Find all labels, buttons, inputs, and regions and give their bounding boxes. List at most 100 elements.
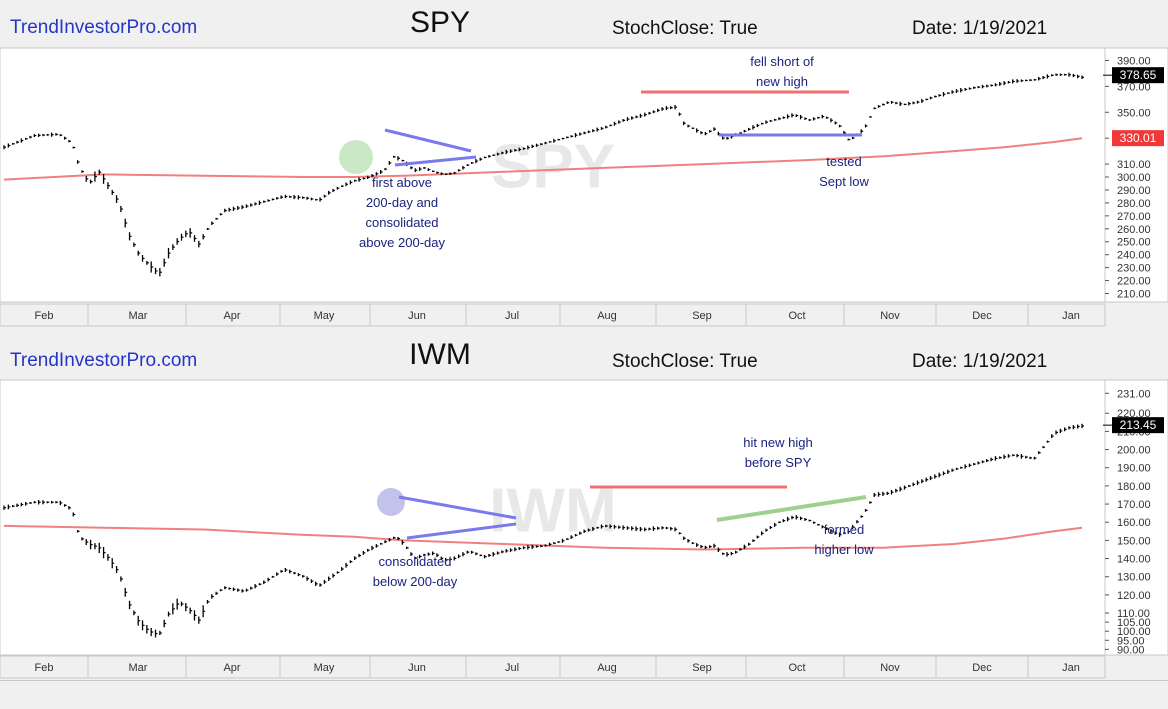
spy-title: SPY — [409, 6, 471, 39]
month-label: Feb — [35, 662, 54, 674]
month-label: Dec — [972, 662, 992, 674]
annotation-text: above 200-day — [359, 235, 446, 250]
spy-stochclose: StochClose: True — [612, 18, 758, 39]
y-tick-label: 140.00 — [1117, 554, 1151, 566]
y-tick-label: 190.00 — [1117, 463, 1151, 475]
y-tick-label: 250.00 — [1117, 237, 1151, 249]
month-label: Jul — [505, 310, 519, 322]
ma200-value-box — [1112, 130, 1164, 147]
triangle-lower-line — [406, 522, 517, 540]
month-label: Jun — [408, 310, 426, 322]
y-tick-label: 280.00 — [1117, 198, 1151, 210]
month-label: May — [314, 662, 335, 674]
spy-header: TrendInvestorPro.com SPY StochClose: Tru… — [0, 0, 1168, 48]
annotation-text: consolidated — [366, 215, 439, 230]
y-tick-label: 120.00 — [1117, 590, 1151, 602]
y-tick-label: 270.00 — [1117, 211, 1151, 223]
month-label: Nov — [880, 310, 900, 322]
month-label: Feb — [35, 310, 54, 322]
month-label: Mar — [129, 662, 148, 674]
annotation-text: new high — [756, 74, 808, 89]
annotation-text: consolidated — [379, 554, 452, 569]
annotation-text: first above — [372, 175, 432, 190]
ma200-value-label: 330.01 — [1120, 131, 1157, 145]
y-tick-label: 350.00 — [1117, 107, 1151, 119]
iwm-chart: IWM231.00220.00210.00200.00190.00180.001… — [0, 379, 1168, 679]
month-label: Oct — [788, 662, 805, 674]
plot-area — [0, 379, 1106, 656]
month-label: Apr — [223, 662, 240, 674]
ma200-line — [3, 524, 1083, 551]
price-bars — [3, 72, 1084, 277]
y-tick-label: 110.00 — [1117, 608, 1150, 620]
iwm-stochclose: StochClose: True — [612, 351, 758, 372]
y-tick-label: 310.00 — [1117, 159, 1151, 171]
month-label: Dec — [972, 310, 992, 322]
month-label: Jan — [1062, 662, 1080, 674]
iwm-title: IWM — [409, 338, 471, 371]
annotation-text: 200-day and — [366, 195, 438, 210]
y-tick-label: 95.00 — [1117, 635, 1145, 647]
highlight-circle-green — [339, 140, 373, 174]
price-bars — [3, 423, 1084, 638]
higher-low-line — [716, 495, 867, 522]
watermark: SPY — [491, 133, 615, 202]
bottom-status-bar — [0, 680, 1168, 709]
month-label: Mar — [129, 310, 148, 322]
annotation-text: tested — [826, 154, 861, 169]
y-tick-label: 170.00 — [1117, 499, 1151, 511]
triangle-lower-line — [394, 155, 477, 167]
y-tick-label: 260.00 — [1117, 224, 1151, 236]
month-axis — [0, 303, 1106, 327]
last-price-label: 213.45 — [1120, 418, 1157, 432]
y-tick-label: 220.00 — [1117, 276, 1151, 288]
y-tick-label: 90.00 — [1117, 644, 1145, 656]
month-label: Sep — [692, 310, 712, 322]
last-price-box — [1112, 417, 1164, 434]
annotation-text: fell short of — [750, 54, 814, 69]
y-tick-label: 370.00 — [1117, 81, 1151, 93]
month-label: Oct — [788, 310, 805, 322]
annotation-text: formed — [824, 522, 864, 537]
y-tick-label: 230.00 — [1117, 263, 1151, 275]
month-label: Sep — [692, 662, 712, 674]
triangle-upper-line — [384, 128, 472, 153]
y-tick-label: 210.00 — [1117, 289, 1151, 301]
spy-date: Date: 1/19/2021 — [912, 18, 1048, 39]
y-tick-label: 231.00 — [1117, 388, 1151, 400]
price-axis — [1104, 47, 1168, 303]
y-tick-label: 300.00 — [1117, 172, 1151, 184]
month-label: Aug — [597, 310, 617, 322]
last-price-label: 378.65 — [1120, 68, 1157, 82]
month-label: Apr — [223, 310, 240, 322]
y-tick-label: 290.00 — [1117, 185, 1151, 197]
y-tick-label: 160.00 — [1117, 517, 1151, 529]
y-tick-label: 100.00 — [1117, 626, 1151, 638]
y-tick-label: 200.00 — [1117, 445, 1151, 457]
month-label: Jul — [505, 662, 519, 674]
y-tick-label: 150.00 — [1117, 535, 1151, 547]
annotation-text: Sept low — [819, 174, 869, 189]
iwm-header: TrendInvestorPro.com IWM StochClose: Tru… — [0, 330, 1168, 380]
y-tick-label: 105.00 — [1117, 617, 1151, 629]
y-tick-label: 130.00 — [1117, 572, 1151, 584]
y-tick-label: 390.00 — [1117, 55, 1151, 67]
y-tick-label: 180.00 — [1117, 481, 1151, 493]
triangle-upper-line — [398, 495, 517, 520]
iwm-date: Date: 1/19/2021 — [912, 351, 1048, 372]
annotation-text: higher low — [814, 542, 874, 557]
annotation-text: before SPY — [745, 455, 812, 470]
highlight-circle-blue — [377, 488, 405, 516]
iwm-site-label[interactable]: TrendInvestorPro.com — [10, 350, 198, 371]
month-label: Jan — [1062, 310, 1080, 322]
spy-chart: SPY390.00370.00350.00330.00310.00300.002… — [0, 47, 1168, 327]
month-axis — [0, 655, 1106, 679]
month-label: Jun — [408, 662, 426, 674]
spy-site-label[interactable]: TrendInvestorPro.com — [10, 17, 198, 38]
month-label: May — [314, 310, 335, 322]
month-label: Nov — [880, 662, 900, 674]
y-tick-label: 240.00 — [1117, 250, 1151, 262]
annotation-text: hit new high — [743, 435, 812, 450]
